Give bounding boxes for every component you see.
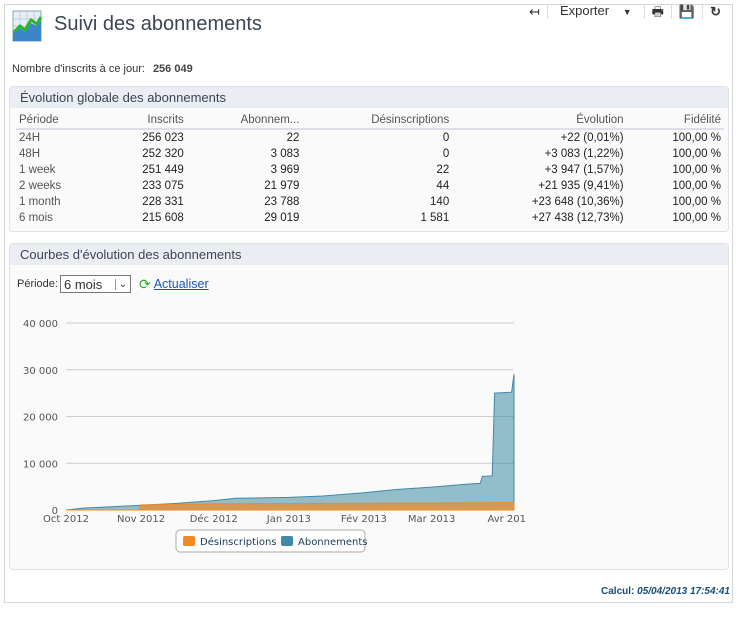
table-cell: 23 788 — [264, 196, 300, 208]
x-tick-label: Oct 2012 — [43, 514, 89, 525]
column-header[interactable]: Fidélité — [626, 112, 724, 130]
table-cell: 233 075 — [142, 180, 184, 192]
toolbar: ↤ Exporter ▼ 🖶 💾 ↻ — [522, 4, 728, 19]
series-area-abonnements — [65, 374, 515, 511]
calc-value: 05/04/2013 17:54:41 — [637, 586, 730, 597]
table-cell: 256 023 — [142, 132, 184, 144]
period-value: 6 mois — [63, 276, 103, 292]
table-cell: 100,00 % — [672, 180, 721, 192]
legend-swatch — [183, 536, 195, 546]
period-controls: Période: 6 mois ⌄ ⟳ Actualiser — [17, 275, 209, 293]
table-row: 48H 252 320 3 083 0 +3 083 (1,22%) 100,00 % — [16, 146, 724, 162]
table-cell: 100,00 % — [672, 164, 721, 176]
table-cell: 0 — [442, 148, 450, 160]
column-header[interactable]: Abonnem... — [186, 112, 303, 130]
table-cell: 100,00 % — [672, 148, 721, 160]
calc-label: Calcul: — [601, 586, 635, 597]
total-subscribers: Nombre d'inscrits à ce jour: 256 049 — [12, 63, 193, 75]
table-row: 24H 256 023 22 0 +22 (0,01%) 100,00 % — [16, 129, 724, 146]
table-cell: 21 979 — [264, 180, 300, 192]
x-tick-label: Fév 2013 — [341, 513, 387, 525]
table-cell: +3 083 (1,22%) — [544, 148, 624, 160]
table-cell: 251 449 — [142, 164, 184, 176]
table-cell: +21 935 (9,41%) — [538, 180, 624, 192]
table-cell: +27 438 (12,73%) — [531, 212, 624, 224]
table-cell: 140 — [430, 196, 450, 208]
export-label: Exporter — [559, 3, 610, 18]
table-cell: 1 week — [19, 164, 56, 176]
chevron-down-icon: ▼ — [622, 7, 632, 17]
export-button[interactable]: Exporter ▼ — [546, 3, 644, 19]
panel-title: Évolution globale des abonnements — [10, 87, 728, 108]
column-header[interactable]: Évolution — [452, 112, 627, 130]
back-icon[interactable]: ↤ — [529, 3, 540, 19]
table-cell: 22 — [436, 164, 450, 176]
legend-swatch — [281, 536, 293, 546]
table-cell: 100,00 % — [672, 212, 721, 224]
table-row: 1 week 251 449 3 969 22 +3 947 (1,57%) 100,00… — [16, 162, 724, 178]
table-cell: 48H — [19, 148, 41, 160]
x-tick-label: Jan 2013 — [266, 514, 311, 525]
subscriptions-chart: 0 10 000 20 000 30 000 40 000 Oct 2012 Nov 201… — [23, 319, 526, 553]
period-select[interactable]: 6 mois ⌄ — [59, 275, 131, 293]
table-cell: 1 581 — [420, 212, 450, 224]
table-cell: +3 947 (1,57%) — [544, 164, 624, 176]
y-tick-label: 40 000 — [23, 319, 58, 330]
table-row: 1 month 228 331 23 788 140 +23 648 (10,36%) 1… — [16, 194, 724, 210]
curves-panel: Courbes d'évolution des abonnements Péri… — [9, 243, 729, 570]
series-area-désinscriptions — [66, 502, 515, 511]
table-cell: +23 648 (10,36%) — [531, 196, 624, 208]
table-row: 6 mois 215 608 29 019 1 581 +27 438 (12,73%)… — [16, 210, 724, 226]
y-tick-label: 10 000 — [23, 459, 58, 470]
table-row: 2 weeks 233 075 21 979 44 +21 935 (9,41%) 100… — [16, 178, 724, 194]
table-cell: 1 month — [19, 196, 61, 208]
frame — [4, 4, 733, 603]
column-header[interactable]: Inscrits — [101, 112, 187, 130]
legend-label: Désinscriptions — [200, 536, 277, 548]
x-tick-label: Nov 2012 — [117, 514, 165, 525]
table-cell: 6 mois — [19, 212, 53, 224]
table-cell: 29 019 — [264, 212, 300, 224]
x-tick-label: Déc 2012 — [190, 513, 238, 525]
chevron-down-icon: ⌄ — [114, 278, 130, 290]
y-tick-label: 30 000 — [23, 366, 58, 377]
page-title: Suivi des abonnements — [54, 13, 262, 35]
total-label: Nombre d'inscrits à ce jour: — [12, 63, 145, 75]
global-evolution-panel: Évolution globale des abonnements Périod… — [9, 86, 729, 232]
table-cell: 252 320 — [142, 148, 184, 160]
column-header[interactable]: Désinscriptions — [302, 112, 453, 130]
table-cell: 2 weeks — [19, 180, 62, 192]
save-icon[interactable]: 💾 — [670, 4, 702, 19]
column-header[interactable]: Période — [16, 112, 102, 130]
table-cell: 100,00 % — [672, 132, 721, 144]
table-cell: +22 (0,01%) — [560, 132, 624, 144]
calc-timestamp: Calcul: 05/04/2013 17:54:41 — [601, 586, 730, 597]
print-icon[interactable]: 🖶 — [643, 4, 671, 19]
table-cell: 24H — [19, 132, 41, 144]
period-label: Période: — [17, 278, 58, 290]
y-tick-label: 20 000 — [23, 413, 58, 424]
total-value: 256 049 — [152, 63, 193, 75]
evolution-table: Période Inscrits Abonnem... Désinscriptions… — [16, 112, 724, 226]
legend-label: Abonnements — [298, 537, 368, 548]
table-cell: 44 — [436, 180, 450, 192]
table-cell: 0 — [442, 132, 450, 144]
table-cell: 3 969 — [270, 164, 300, 176]
chart-logo-icon — [12, 10, 42, 42]
x-tick-label: Mar 2013 — [408, 514, 456, 525]
table-cell: 228 331 — [142, 196, 184, 208]
legend-box — [175, 529, 366, 553]
refresh-icon[interactable]: ⟳ — [138, 275, 151, 292]
x-tick-label: Avr 201 — [487, 514, 526, 525]
panel-title: Courbes d'évolution des abonnements — [10, 244, 728, 265]
refresh-link[interactable]: Actualiser — [153, 277, 209, 291]
table-cell: 22 — [286, 132, 300, 144]
table-cell: 215 608 — [142, 212, 184, 224]
table-cell: 3 083 — [270, 148, 300, 160]
y-tick-label: 0 — [52, 506, 58, 517]
table-cell: 100,00 % — [672, 196, 721, 208]
refresh-icon[interactable]: ↻ — [702, 4, 728, 19]
